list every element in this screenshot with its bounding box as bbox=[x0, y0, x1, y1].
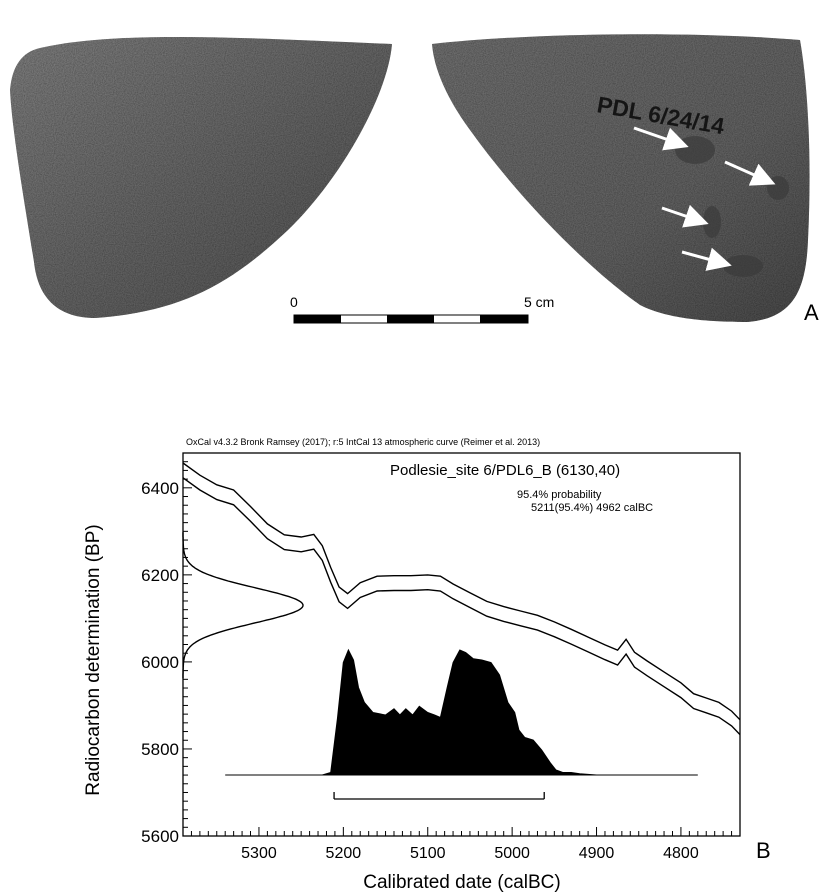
calibration-curve-lower bbox=[182, 477, 741, 736]
x-tick-label: 5300 bbox=[241, 845, 277, 862]
x-tick-label: 4900 bbox=[579, 845, 615, 862]
arrow-icon bbox=[633, 126, 689, 151]
sherd-exterior bbox=[10, 36, 392, 318]
x-axis-title: Calibrated date (calBC) bbox=[363, 872, 561, 893]
posterior-density bbox=[225, 648, 698, 776]
arrow-icon bbox=[724, 160, 776, 186]
y-tick-label: 5600 bbox=[141, 827, 179, 846]
scale-end-label: 5 cm bbox=[524, 294, 554, 310]
sample-label: Podlesie_site 6/PDL6_B (6130,40) bbox=[390, 462, 621, 479]
scale-start-label: 0 bbox=[290, 294, 298, 310]
residue-patch bbox=[723, 255, 763, 277]
arrow-icon bbox=[681, 247, 732, 271]
probability-heading: 95.4% probability bbox=[517, 489, 602, 501]
arrow-icon bbox=[661, 204, 709, 228]
x-tick-label: 4800 bbox=[663, 845, 699, 862]
measurement-distribution bbox=[182, 532, 304, 679]
y-tick-label: 6000 bbox=[141, 653, 179, 672]
calibration-curve-upper bbox=[182, 462, 741, 721]
x-tick-label: 5200 bbox=[326, 845, 362, 862]
panel-a-letter: A bbox=[804, 300, 819, 325]
x-tick-label: 5100 bbox=[410, 845, 446, 862]
panel-b-letter: B bbox=[756, 838, 771, 863]
y-tick-label: 5800 bbox=[141, 740, 179, 759]
y-tick-label: 6400 bbox=[141, 479, 179, 498]
sherd-photographs: PDL 6/24/14 0 5 cm bbox=[10, 34, 810, 324]
y-tick-label: 6200 bbox=[141, 566, 179, 585]
scale-bar: 0 5 cm bbox=[290, 294, 554, 324]
chart-caption: OxCal v4.3.2 Bronk Ramsey (2017); r:5 In… bbox=[186, 437, 541, 447]
plot-frame bbox=[182, 452, 741, 837]
probability-range: 5211(95.4%) 4962 calBC bbox=[531, 502, 654, 514]
x-tick-label: 5000 bbox=[494, 845, 530, 862]
